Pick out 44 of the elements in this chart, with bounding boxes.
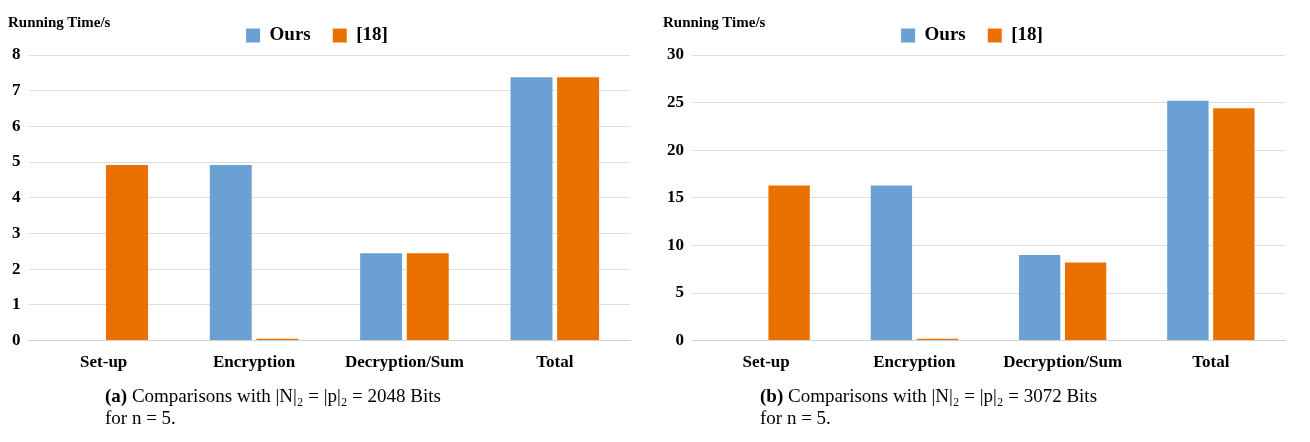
x-tick-label: Total: [1192, 352, 1230, 372]
x-tick-label: Total: [536, 352, 574, 372]
x-tick-label: Encryption: [873, 352, 956, 372]
bar: [557, 77, 600, 341]
x-tick-label: Encryption: [212, 352, 296, 372]
x-tick-label: Decryption/Sum: [344, 352, 464, 372]
text: (b) Comparisons with |N|₂ = |p|₂ = 3072 Bits for n = 5.: [760, 385, 1099, 429]
bar: [1018, 254, 1061, 341]
x-tick-label: Decryption/Sum: [1003, 352, 1123, 372]
y-tick-label: 1: [12, 294, 21, 314]
y-tick-label: 0: [12, 329, 21, 349]
bar: [870, 185, 913, 341]
bar: [1167, 100, 1209, 341]
y-tick-label: 25: [667, 91, 684, 111]
y-tick-label: 3: [12, 222, 21, 242]
bar: [768, 185, 810, 341]
y-tick-label: 5: [675, 282, 684, 302]
bar: [510, 77, 553, 341]
bar: [406, 253, 449, 341]
bar: [209, 164, 252, 341]
y-tick-label: 20: [667, 139, 684, 159]
y-tick-label: 30: [667, 44, 684, 64]
y-tick-label: 7: [12, 80, 21, 100]
y-tick-label: 6: [12, 115, 21, 135]
legend-label: [18]: [356, 23, 388, 45]
legend-label: [18]: [1011, 23, 1043, 45]
y-axis-title: Running Time/s: [8, 14, 111, 31]
legend-label: Ours: [924, 23, 966, 45]
y-tick-label: 5: [12, 151, 21, 171]
bar: [1213, 108, 1255, 341]
legend-label: Ours: [269, 23, 311, 45]
bar: [1064, 262, 1107, 341]
bar: [360, 253, 403, 341]
x-tick-label: Set-up: [80, 352, 128, 372]
y-tick-label: 15: [667, 187, 684, 207]
y-axis-title: Running Time/s: [663, 14, 766, 31]
y-tick-label: 10: [667, 234, 684, 254]
bar: [106, 164, 148, 341]
text: (a) Comparisons with |N|₂ = |p|₂ = 2048 Bits for n = 5.: [105, 385, 442, 429]
y-tick-label: 4: [12, 187, 21, 207]
y-tick-label: 2: [12, 258, 21, 278]
x-tick-label: Set-up: [742, 352, 790, 372]
y-tick-label: 0: [675, 329, 684, 349]
y-tick-label: 8: [12, 44, 21, 64]
